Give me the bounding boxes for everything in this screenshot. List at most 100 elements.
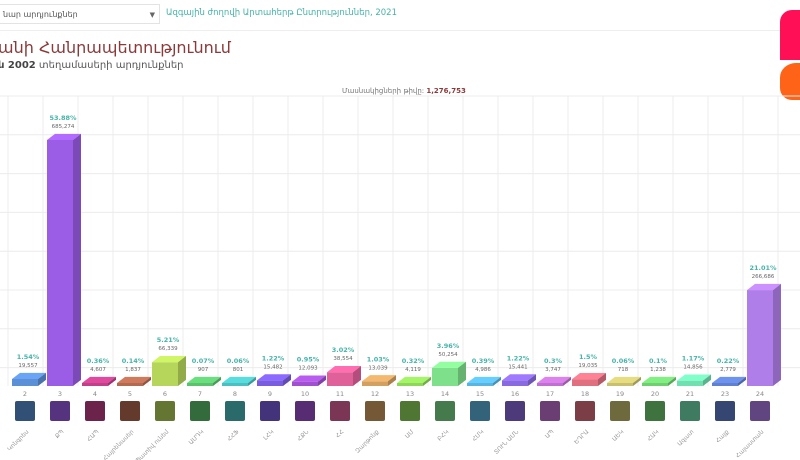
percent-label: 1.22% — [507, 354, 530, 362]
bar — [152, 362, 178, 386]
bar — [117, 383, 143, 386]
party-name: ԱՄԴԿ — [188, 428, 206, 446]
bar-top — [537, 376, 571, 383]
party-logo — [330, 401, 350, 421]
bar — [712, 383, 738, 386]
party-logo — [155, 401, 175, 421]
category-tick: 8 — [233, 390, 237, 398]
votes-label: 3,747 — [545, 367, 561, 373]
brand-logo — [780, 10, 800, 100]
party-logo — [680, 401, 700, 421]
votes-label: 4,986 — [475, 367, 491, 373]
participants-value: 1,276,753 — [426, 87, 466, 95]
bar-side — [108, 376, 116, 386]
bar-side — [458, 361, 466, 386]
percent-label: 0.22% — [717, 357, 740, 365]
votes-label: 12,093 — [298, 366, 318, 372]
bar — [362, 381, 388, 386]
category-tick: 18 — [581, 390, 589, 398]
percent-label: 5.21% — [157, 336, 180, 344]
party-logo — [715, 401, 735, 421]
bar-top — [222, 376, 256, 383]
percent-label: 21.01% — [749, 264, 777, 272]
results-select[interactable]: նար արդյունքներ ▼ — [0, 4, 160, 24]
party-name: Զարթոնք — [354, 428, 380, 454]
votes-label: 66,339 — [158, 346, 178, 352]
party-logo — [295, 401, 315, 421]
percent-label: 1.22% — [262, 354, 285, 362]
party-name: ԵԴՐԱ — [573, 428, 591, 446]
election-link[interactable]: Ազգային ժողովի Արտահերթ Ընտրություններ, … — [166, 8, 397, 18]
party-name: ԲՀԿ — [436, 428, 450, 442]
percent-label: 0.14% — [122, 357, 145, 365]
percent-label: 1.03% — [367, 355, 390, 363]
votes-label: 13,039 — [368, 365, 388, 371]
bar-top — [432, 361, 466, 368]
party-name: Հայրենասեր — [102, 428, 136, 460]
party-logo — [610, 401, 630, 421]
bar — [12, 378, 38, 386]
percent-label: 0.06% — [227, 357, 250, 365]
party-name: ՏՈՒՆ ԱՄՆ — [493, 428, 521, 456]
bar — [222, 383, 248, 386]
votes-label: 4,607 — [90, 367, 106, 373]
subtitle-text: տեղամասերի արդյունքներ — [35, 60, 184, 71]
subtitle-count: ն 2002 — [0, 60, 36, 71]
party-name: ՀՀ — [334, 428, 345, 439]
category-tick: 2 — [23, 390, 27, 398]
party-name: Ազատ — [676, 428, 695, 447]
category-tick: 19 — [616, 390, 624, 398]
party-name: Պատիվ ունեմ — [134, 428, 170, 460]
bar — [572, 379, 598, 386]
party-logo — [15, 401, 35, 421]
party-logo — [50, 401, 70, 421]
party-logo — [120, 401, 140, 421]
bar-top — [712, 376, 746, 383]
votes-label: 801 — [233, 367, 244, 373]
votes-label: 15,441 — [508, 364, 527, 370]
bar-side — [318, 375, 326, 386]
party-logo — [505, 401, 525, 421]
page-subtitle: ն 2002 տեղամասերի արդյունքներ — [0, 60, 184, 71]
bar — [537, 383, 563, 386]
votes-label: 266,686 — [752, 274, 775, 280]
bar-side — [73, 133, 81, 386]
participants-count: Մասնակիցների թիվը: 1,276,753 — [342, 87, 466, 95]
party-logo — [365, 401, 385, 421]
party-logo — [540, 401, 560, 421]
bar-side — [283, 374, 291, 386]
percent-label: 1.5% — [579, 353, 598, 361]
party-logo — [645, 401, 665, 421]
percent-label: 0.06% — [612, 357, 635, 365]
bar-side — [213, 376, 221, 386]
party-logo — [750, 401, 770, 421]
category-tick: 11 — [336, 390, 344, 398]
category-tick: 3 — [58, 390, 62, 398]
bar-top — [362, 375, 396, 382]
category-tick: 14 — [441, 390, 449, 398]
votes-label: 718 — [618, 367, 629, 373]
percent-label: 0.32% — [402, 357, 425, 365]
bar-side — [248, 376, 256, 386]
bar-side — [423, 376, 431, 386]
party-name: ՀՄԿ — [471, 428, 485, 442]
party-logo — [575, 401, 595, 421]
party-name: ԱՄ — [404, 428, 416, 440]
votes-label: 2,779 — [720, 367, 736, 373]
percent-label: 0.07% — [192, 357, 215, 365]
bar-side — [563, 376, 571, 386]
party-name: Կոնգրես — [6, 428, 30, 452]
percent-label: 0.36% — [87, 357, 110, 365]
bar-top — [572, 372, 606, 380]
party-name: ԱԵԿ — [611, 428, 625, 442]
votes-label: 4,119 — [405, 367, 421, 373]
party-logo — [470, 401, 490, 421]
bar-side — [353, 366, 361, 386]
party-name: ՔՊ — [54, 428, 66, 440]
votes-label: 685,274 — [52, 124, 75, 130]
bar-top — [747, 283, 781, 291]
bar-side — [38, 372, 46, 386]
votes-label: 19,557 — [18, 363, 38, 369]
bar-top — [502, 374, 536, 381]
bar-top — [257, 374, 291, 381]
